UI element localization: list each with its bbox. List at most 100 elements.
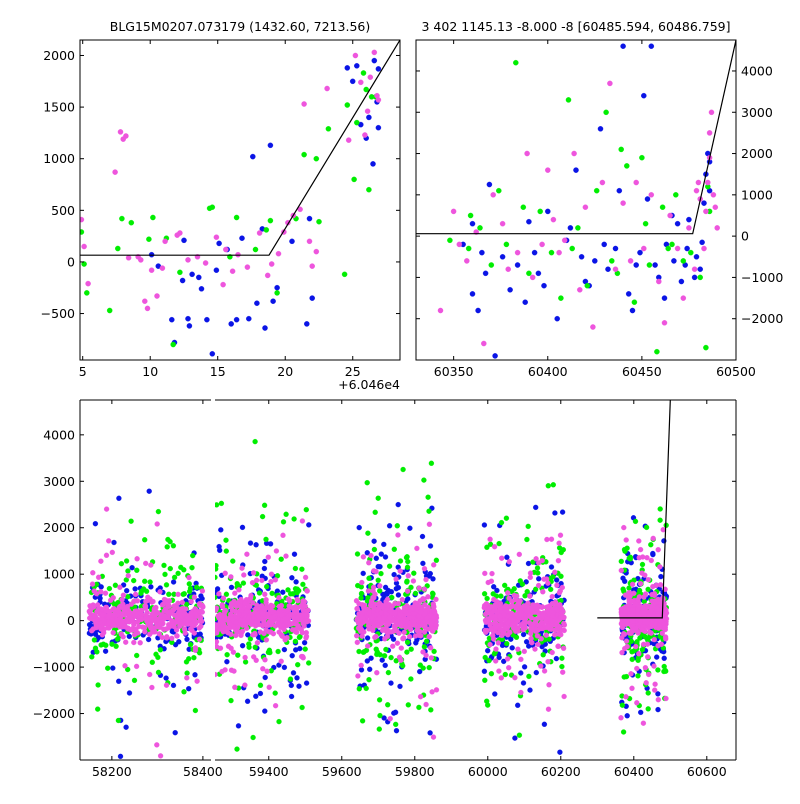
data-point-green [593, 187, 600, 194]
data-point-magenta [497, 613, 503, 620]
data-point-magenta [125, 573, 131, 579]
data-point-green [128, 518, 134, 524]
data-point-green [645, 586, 651, 593]
data-point-magenta [629, 581, 636, 588]
data-point-magenta [378, 602, 385, 608]
data-point-magenta [123, 639, 129, 645]
data-point-blue [375, 124, 382, 131]
data-point-green [123, 558, 130, 564]
data-point-magenta [146, 621, 152, 627]
data-point-magenta [428, 655, 434, 661]
data-point-blue [306, 522, 312, 528]
data-point-green [609, 258, 615, 264]
data-point-magenta [433, 622, 439, 628]
data-point-magenta [364, 108, 371, 114]
data-point-magenta [192, 606, 198, 612]
data-point-green [522, 593, 528, 599]
data-point-magenta [481, 340, 487, 347]
data-point-green [280, 519, 287, 525]
data-point-magenta [398, 657, 404, 663]
data-point-magenta [490, 632, 496, 639]
data-point-magenta [712, 204, 719, 210]
data-point-magenta [652, 681, 658, 687]
data-point-magenta [268, 578, 274, 585]
data-point-magenta [561, 237, 568, 244]
data-point-magenta [154, 742, 160, 748]
data-point-magenta [87, 607, 94, 613]
data-point-green [296, 634, 303, 641]
data-point-magenta [148, 267, 155, 273]
data-point-blue [629, 307, 636, 314]
data-point-magenta [399, 596, 405, 603]
data-point-green [263, 536, 269, 543]
data-point-green [417, 662, 423, 668]
data-point-blue [691, 274, 698, 281]
data-point-magenta [372, 634, 378, 641]
points-layer [80, 40, 400, 357]
data-point-blue [224, 659, 230, 665]
data-point-magenta [361, 607, 367, 613]
data-point-blue [699, 239, 705, 246]
data-point-green [162, 571, 168, 578]
data-point-green [680, 258, 687, 264]
data-point-blue [116, 678, 122, 684]
data-point-magenta [508, 604, 514, 610]
data-point-magenta [299, 630, 306, 636]
data-point-magenta [662, 610, 669, 616]
data-point-green [645, 706, 651, 712]
panel-3: −2000 −1000 0 1000 2000 3000 4000 58200 58400 594… [33, 399, 737, 779]
data-point-magenta [396, 630, 402, 636]
data-point-magenta [686, 225, 692, 231]
data-point-magenta [163, 682, 170, 688]
data-point-magenta [634, 665, 640, 672]
data-point-magenta [428, 613, 434, 619]
data-point-magenta [421, 629, 428, 635]
data-point-blue [254, 300, 260, 306]
data-point-blue [386, 523, 393, 529]
data-point-blue [186, 323, 193, 329]
data-point-green [385, 669, 392, 676]
x-tick-label: 60000 [468, 764, 508, 779]
data-point-blue [686, 216, 692, 223]
data-point-green [106, 307, 113, 314]
data-point-blue [469, 220, 476, 227]
data-point-green [400, 466, 406, 473]
data-point-magenta [129, 625, 136, 632]
y-tick-label: 3000 [43, 474, 75, 489]
data-point-magenta [662, 634, 669, 640]
data-point-magenta [374, 670, 380, 676]
data-point-blue [655, 691, 661, 697]
data-point-magenta [623, 638, 630, 644]
data-point-blue [228, 321, 234, 327]
data-point-green [426, 664, 432, 671]
data-point-green [559, 663, 565, 670]
data-point-magenta [693, 187, 700, 194]
data-point-magenta [254, 602, 260, 608]
data-point-green [372, 509, 378, 515]
data-point-green [223, 548, 229, 554]
data-point-green [285, 587, 291, 593]
data-point-magenta [125, 255, 132, 261]
data-point-blue [521, 664, 528, 670]
data-point-green [629, 656, 635, 663]
data-point-green [524, 536, 530, 543]
data-point-green [397, 558, 404, 564]
data-point-magenta [561, 620, 567, 627]
data-point-magenta [548, 536, 555, 542]
data-point-magenta [487, 641, 493, 648]
data-point-magenta [163, 608, 169, 614]
data-point-magenta [499, 555, 505, 561]
data-point-magenta [714, 225, 720, 231]
data-point-magenta [528, 630, 534, 637]
data-point-magenta [191, 622, 197, 629]
data-point-green [118, 561, 125, 567]
data-point-green [526, 270, 532, 277]
data-point-green [147, 579, 153, 585]
data-point-green [114, 636, 121, 642]
data-point-green [89, 654, 95, 660]
data-point-green [274, 290, 280, 296]
data-point-blue [213, 267, 220, 273]
data-point-green [376, 726, 382, 732]
data-point-magenta [667, 212, 673, 219]
data-point-green [423, 638, 430, 644]
